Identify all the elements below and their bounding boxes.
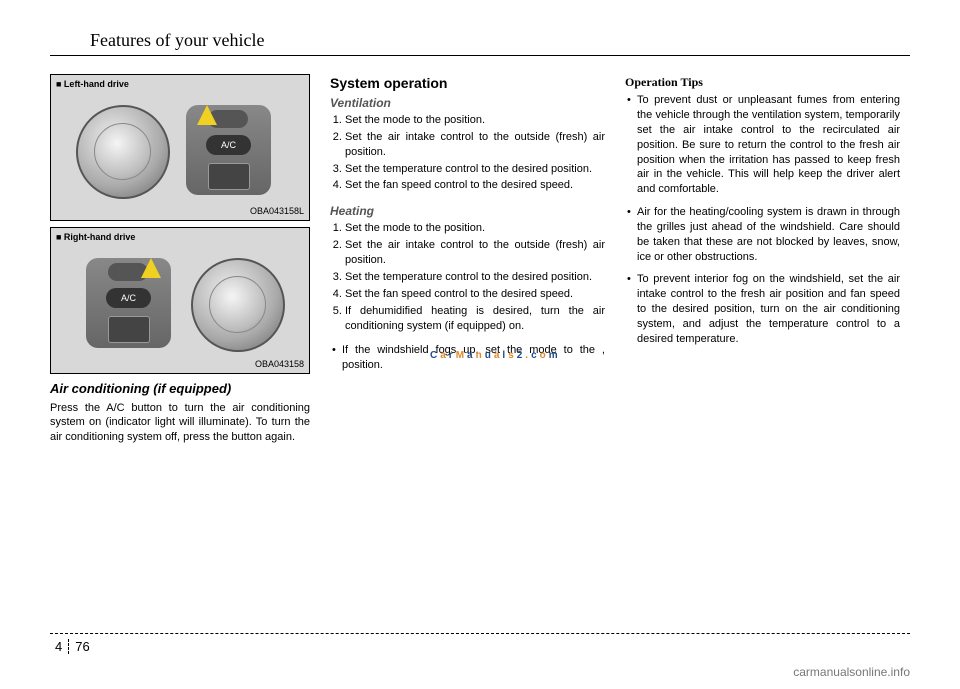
operation-tips-title: Operation Tips — [625, 74, 900, 90]
figure-label: ■ Left-hand drive — [56, 78, 129, 90]
list-item: Air for the heating/cooling system is dr… — [637, 205, 900, 264]
figure-right-hand-drive: ■ Right-hand drive A/C OBA043158 — [50, 227, 310, 374]
list-item: Set the temperature control to the desir… — [345, 270, 605, 285]
ac-subtitle: Air conditioning (if equipped) — [50, 380, 310, 398]
heating-title: Heating — [330, 203, 605, 219]
ventilation-steps: Set the mode to the position. Set the ai… — [330, 113, 605, 193]
dial-icon — [76, 105, 170, 199]
heating-steps: Set the mode to the position. Set the ai… — [330, 221, 605, 333]
arrow-up-icon — [197, 105, 217, 125]
figure-code: OBA043158 — [255, 358, 304, 370]
ac-button-icon: A/C — [206, 135, 251, 155]
list-item: If dehumidified heating is desired, turn… — [345, 304, 605, 334]
ventilation-title: Ventilation — [330, 95, 605, 111]
content-columns: ■ Left-hand drive A/C OBA043158L ■ Right… — [50, 74, 910, 453]
list-item: Set the air intake control to the outsid… — [345, 238, 605, 268]
section-header: Features of your vehicle — [50, 30, 910, 51]
column-1: ■ Left-hand drive A/C OBA043158L ■ Right… — [50, 74, 310, 453]
page-number-value: 76 — [75, 639, 89, 654]
figure-label: ■ Right-hand drive — [56, 231, 135, 243]
page-container: Features of your vehicle ■ Left-hand dri… — [0, 0, 960, 689]
ac-body-text: Press the A/C button to turn the air con… — [50, 401, 310, 446]
column-2: System operation Ventilation Set the mod… — [330, 74, 605, 453]
defrost-icon — [108, 316, 150, 343]
ac-button-icon: A/C — [106, 288, 151, 308]
list-item: Set the fan speed control to the desired… — [345, 178, 605, 193]
figure-left-hand-drive: ■ Left-hand drive A/C OBA043158L — [50, 74, 310, 221]
system-operation-title: System operation — [330, 74, 605, 93]
figure-code: OBA043158L — [250, 205, 304, 217]
watermark-footer: carmanualsonline.info — [793, 665, 910, 679]
arrow-up-icon — [141, 258, 161, 278]
column-3: Operation Tips To prevent dust or unplea… — [625, 74, 900, 453]
dial-icon — [191, 258, 285, 352]
defrost-icon — [208, 163, 250, 190]
list-item: Set the air intake control to the outsid… — [345, 130, 605, 160]
chapter-number: 4 — [55, 639, 69, 654]
list-item: Set the temperature control to the desir… — [345, 162, 605, 177]
footer-rule — [50, 633, 910, 634]
operation-tips-list: To prevent dust or unpleasant fumes from… — [625, 93, 900, 347]
list-item: To prevent interior fog on the wind­shie… — [637, 272, 900, 346]
watermark-middle: CarManuals2.com — [430, 350, 561, 361]
page-number: 4 76 — [55, 639, 90, 654]
header-rule — [50, 55, 910, 56]
list-item: Set the fan speed control to the desired… — [345, 287, 605, 302]
list-item: Set the mode to the position. — [345, 113, 605, 128]
list-item: To prevent dust or unpleasant fumes from… — [637, 93, 900, 197]
list-item: Set the mode to the position. — [345, 221, 605, 236]
